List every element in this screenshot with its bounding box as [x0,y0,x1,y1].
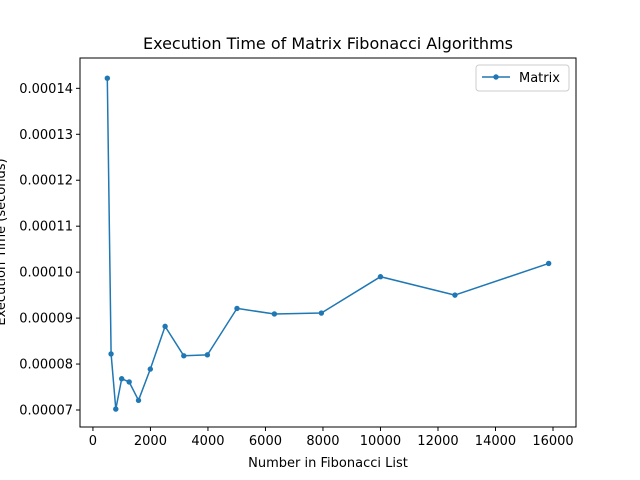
legend-label: Matrix [519,71,560,86]
x-tick-label: 0 [89,434,97,449]
y-tick-label: 0.00009 [19,312,73,327]
plot-area [104,75,552,412]
x-axis-label: Number in Fibonacci List [248,456,408,471]
data-point [162,323,168,330]
y-tick-label: 0.00013 [19,128,73,143]
x-tick-label: 2000 [134,434,167,449]
y-axis-label: Execution Time (seconds) [0,158,9,325]
data-point [452,292,458,298]
y-tick-label: 0.00007 [19,403,73,418]
data-point [113,406,119,412]
y-tick-label: 0.00014 [19,82,73,97]
chart-title: Execution Time of Matrix Fibonacci Algor… [143,34,513,53]
x-tick-label: 14000 [475,434,516,449]
data-point [204,352,211,358]
axis-ticks: 0 2000 4000 6000 8000 10000 12000 14000 16000 0.0… [19,82,573,449]
legend-box [475,64,570,92]
axes-frame [79,57,577,428]
data-point [318,310,325,316]
x-tick-label: 16000 [532,434,573,449]
data-point [271,311,278,317]
y-tick-label: 0.00011 [19,220,73,235]
data-point [108,351,114,357]
data-point [126,379,132,385]
data-point [104,75,111,81]
data-point [181,353,187,359]
data-point [377,274,384,280]
x-tick-label: 10000 [360,434,401,449]
y-tick-label: 0.00012 [19,174,73,189]
legend: Matrix [475,64,570,92]
x-tick-label: 6000 [249,434,282,449]
y-tick-label: 0.00010 [19,266,73,281]
legend-marker-swatch [493,74,499,80]
data-point [118,376,125,382]
data-point [135,397,142,404]
data-point [147,366,154,372]
y-tick-label: 0.00008 [19,358,73,373]
data-point [545,260,552,267]
x-tick-label: 4000 [191,434,224,449]
x-tick-label: 12000 [417,434,458,449]
x-tick-label: 8000 [306,434,339,449]
series-line [106,78,549,410]
data-point [234,305,240,312]
